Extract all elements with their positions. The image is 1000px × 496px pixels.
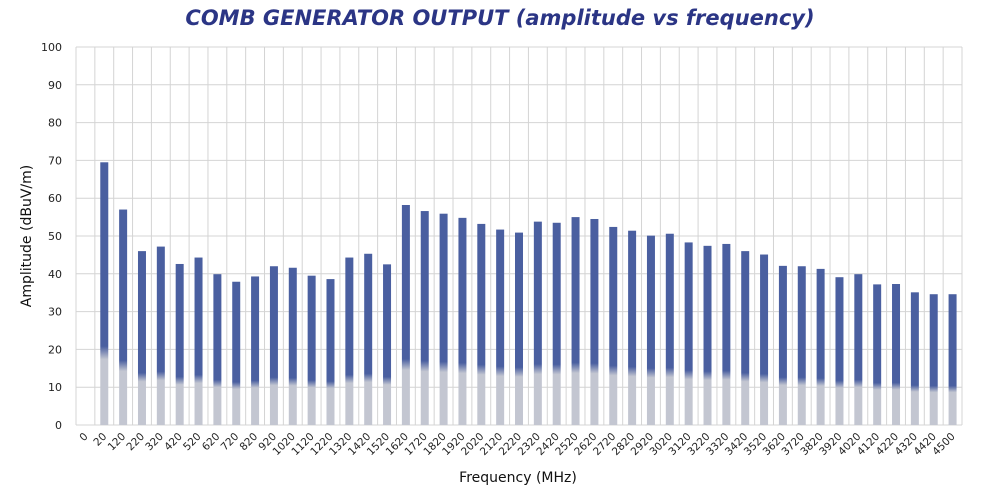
bar-4420 <box>929 294 938 425</box>
bar-2820 <box>628 230 637 425</box>
bar-220 <box>137 251 146 425</box>
y-tick-label: 0 <box>55 419 62 432</box>
bar-1820 <box>439 213 448 425</box>
bar-2520 <box>571 217 580 425</box>
bar-3220 <box>703 245 712 425</box>
bar-4020 <box>854 274 863 425</box>
bar-3820 <box>816 268 825 425</box>
bar-4320 <box>910 292 919 425</box>
bar-520 <box>194 257 203 425</box>
y-tick-label: 40 <box>48 268 62 281</box>
bar-120 <box>119 209 128 425</box>
bar-20 <box>100 162 109 426</box>
bar-4220 <box>892 284 901 425</box>
x-tick-label: 220 <box>124 431 147 454</box>
bar-2220 <box>515 232 523 425</box>
bar-2620 <box>590 218 599 425</box>
y-tick-label: 20 <box>48 343 62 356</box>
chart-title: COMB GENERATOR OUTPUT (amplitude vs freq… <box>185 6 815 30</box>
bar-3020 <box>665 233 674 425</box>
bar-2120 <box>496 229 505 425</box>
x-tick-label: 720 <box>219 431 242 454</box>
bar-1520 <box>383 264 392 425</box>
bar-1720 <box>420 211 429 425</box>
bar-2720 <box>609 226 618 425</box>
bar-320 <box>156 246 165 425</box>
bar-3720 <box>797 266 806 425</box>
x-tick-label: 420 <box>162 431 185 454</box>
bar-420 <box>175 263 184 425</box>
x-tick-label: 320 <box>143 431 166 454</box>
y-tick-label: 50 <box>48 230 62 243</box>
bar-4500 <box>948 294 957 425</box>
bar-3120 <box>684 242 693 425</box>
x-tick-label: 620 <box>200 431 223 454</box>
y-tick-label: 80 <box>48 117 62 130</box>
bar-1020 <box>288 267 297 425</box>
bar-2020 <box>477 223 486 425</box>
bar-3520 <box>760 254 769 425</box>
bar-620 <box>213 274 222 425</box>
y-axis-label: Amplitude (dBuV/m) <box>19 165 35 307</box>
bar-3920 <box>835 277 844 425</box>
bar-2320 <box>533 221 542 425</box>
x-tick-label: 120 <box>106 431 129 454</box>
bar-1920 <box>458 217 467 425</box>
bar-2920 <box>646 235 655 425</box>
bar-4120 <box>873 284 882 425</box>
bar-1220 <box>326 279 335 425</box>
x-axis-ticks: 0 201202203204205206207208209201020112012… <box>77 431 957 458</box>
x-tick-label: 820 <box>238 431 261 454</box>
bar-820 <box>251 276 260 425</box>
bar-1120 <box>307 275 316 425</box>
y-tick-label: 100 <box>41 41 62 54</box>
bar-1320 <box>345 257 354 425</box>
y-tick-label: 30 <box>48 306 62 319</box>
bar-3620 <box>778 265 787 425</box>
bar-920 <box>269 266 278 425</box>
y-axis-ticks: 0 10 20 30 40 50 60 70 80 90 100 <box>41 41 62 432</box>
y-tick-label: 60 <box>48 192 62 205</box>
x-tick-label: 0 <box>77 431 90 444</box>
bar-2420 <box>552 222 561 425</box>
grid <box>75 46 963 426</box>
bar-3420 <box>741 251 750 425</box>
bar-3320 <box>722 243 731 425</box>
bar-1420 <box>364 253 373 425</box>
bars <box>100 162 957 426</box>
bar-720 <box>232 281 241 425</box>
bar-1620 <box>401 205 410 425</box>
y-tick-label: 70 <box>48 154 62 167</box>
y-tick-label: 90 <box>48 79 62 92</box>
x-tick-label: 520 <box>181 431 204 454</box>
y-tick-label: 10 <box>48 381 62 394</box>
x-axis-label: Frequency (MHz) <box>459 470 577 486</box>
